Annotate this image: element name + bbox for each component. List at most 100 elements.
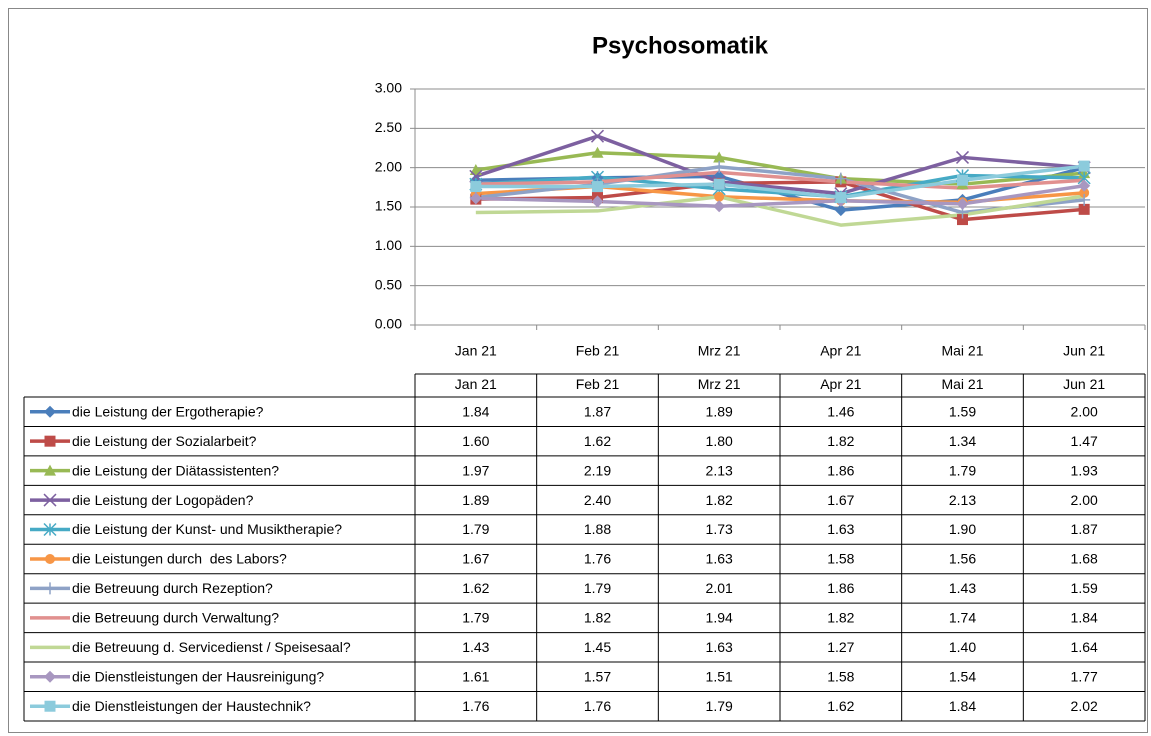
series-line [475, 170, 1085, 190]
table-cell: 2.13 [706, 462, 733, 478]
table-cell: 1.90 [949, 521, 976, 537]
table-cell: 1.43 [949, 580, 976, 596]
chart-border [8, 8, 1148, 733]
table-header: Apr 21 [820, 376, 861, 392]
marker [1078, 179, 1091, 192]
table-cell: 2.00 [1071, 403, 1098, 419]
marker [592, 181, 603, 193]
marker [43, 493, 57, 507]
table-cell: 1.63 [827, 521, 854, 537]
table-cell: 1.56 [949, 551, 976, 567]
marker [835, 192, 847, 204]
table-cell: 1.54 [949, 668, 976, 684]
series-line [475, 184, 1085, 208]
table-cell: 1.46 [827, 403, 854, 419]
table-cell: 1.79 [462, 610, 489, 626]
marker [713, 200, 726, 213]
table-cell: 1.34 [949, 433, 976, 449]
marker [590, 129, 605, 143]
legend-label: die Leistung der Ergotherapie? [72, 403, 264, 419]
marker [956, 197, 969, 210]
marker [713, 151, 726, 163]
table-header: Mai 21 [941, 376, 983, 392]
table-cell: 1.86 [827, 462, 854, 478]
marker [591, 195, 604, 208]
table-cell: 1.86 [827, 580, 854, 596]
table-cell: 2.01 [706, 580, 733, 596]
legend-label: die Betreuung d. Servicedienst / Speises… [72, 639, 351, 655]
x-tick-label: Mrz 21 [698, 343, 741, 359]
series-line [475, 150, 1085, 186]
table-cell: 1.79 [462, 521, 489, 537]
table-header: Feb 21 [576, 376, 620, 392]
table-cell: 1.84 [462, 403, 489, 419]
y-tick-label: 3.00 [375, 80, 402, 96]
marker [470, 181, 482, 193]
y-tick-label: 2.50 [375, 119, 402, 135]
marker [469, 192, 482, 205]
table-cell: 1.63 [706, 551, 733, 567]
marker [1078, 193, 1091, 206]
legend-label: die Betreuung durch Verwaltung? [72, 610, 279, 626]
table-header: Jun 21 [1063, 376, 1105, 392]
table-cell: 1.80 [706, 433, 733, 449]
table-cell: 1.89 [462, 492, 489, 508]
marker [1079, 187, 1090, 198]
x-tick-label: Feb 21 [576, 343, 620, 359]
table-cell: 1.27 [827, 639, 854, 655]
table-header: Jan 21 [455, 376, 497, 392]
table-cell: 1.82 [584, 610, 611, 626]
table-cell: 1.82 [827, 610, 854, 626]
marker [44, 582, 56, 595]
table-cell: 1.67 [462, 551, 489, 567]
table-cell: 1.63 [706, 639, 733, 655]
table-cell: 1.59 [1071, 580, 1098, 596]
table-cell: 1.62 [584, 433, 611, 449]
legend-label: die Betreuung durch Rezeption? [72, 580, 273, 596]
table-cell: 1.59 [949, 403, 976, 419]
marker [43, 522, 57, 537]
table-cell: 1.57 [584, 668, 611, 684]
marker [957, 174, 968, 186]
table-cell: 1.62 [462, 580, 489, 596]
table-cell: 1.77 [1071, 668, 1098, 684]
table-cell: 1.47 [1071, 433, 1098, 449]
table-cell: 1.76 [584, 698, 611, 714]
series-line [475, 173, 1085, 199]
table-cell: 1.84 [949, 698, 976, 714]
series-line [475, 180, 1085, 222]
marker [714, 191, 725, 202]
table-cell: 1.58 [827, 551, 854, 567]
marker [45, 553, 55, 564]
table-cell: 1.82 [706, 492, 733, 508]
legend-label: die Leistung der Diätassistenten? [72, 462, 279, 478]
table-cell: 1.76 [462, 698, 489, 714]
table-cell: 1.45 [584, 639, 611, 655]
legend-label: die Dienstleistungen der Hausreinigung? [72, 668, 324, 684]
marker [957, 214, 968, 226]
x-tick-label: Jun 21 [1063, 343, 1105, 359]
table-cell: 1.51 [706, 668, 733, 684]
marker [955, 150, 970, 164]
table-cell: 2.13 [949, 492, 976, 508]
marker [713, 160, 726, 173]
table-cell: 1.89 [706, 403, 733, 419]
legend-label: die Leistung der Logopäden? [72, 492, 254, 508]
table-cell: 1.58 [827, 668, 854, 684]
table-cell: 1.93 [1071, 462, 1098, 478]
legend-label: die Leistung der Kunst- und Musiktherapi… [72, 521, 342, 537]
table-cell: 2.40 [584, 492, 611, 508]
table-cell: 1.62 [827, 698, 854, 714]
y-tick-label: 1.50 [375, 198, 402, 214]
series-line [475, 194, 1085, 227]
y-tick-label: 0.00 [375, 316, 402, 332]
marker [591, 146, 604, 158]
marker [44, 700, 56, 712]
table-cell: 1.64 [1071, 639, 1098, 655]
x-tick-label: Jan 21 [455, 343, 497, 359]
table-cell: 1.76 [584, 551, 611, 567]
x-tick-label: Apr 21 [820, 343, 861, 359]
chart-title: Psychosomatik [592, 32, 769, 59]
marker [44, 405, 56, 418]
